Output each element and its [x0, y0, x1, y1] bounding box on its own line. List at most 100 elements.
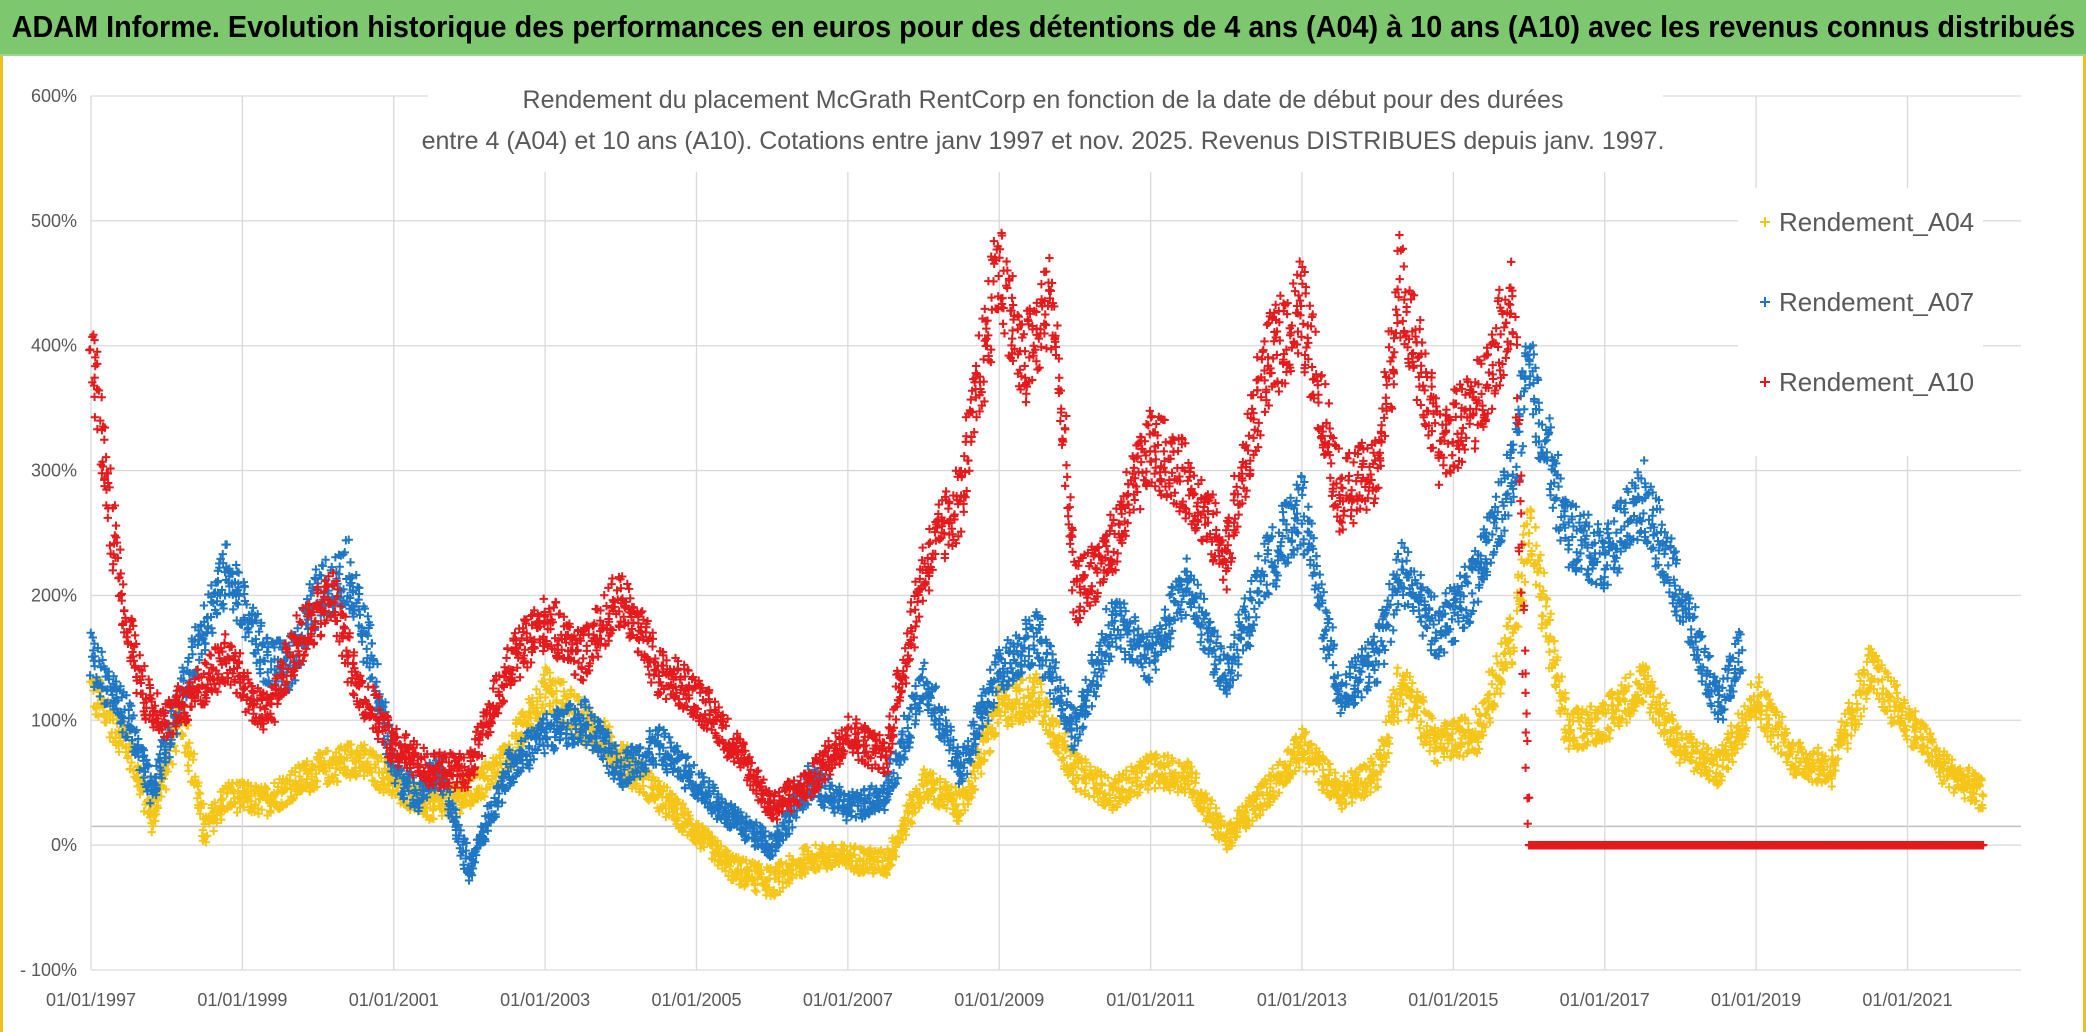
rendement_a04-point: [124, 751, 133, 761]
rendement_a07-point: [362, 644, 371, 654]
rendement_a04-point: [1978, 790, 1987, 799]
rendement_a04-point: [189, 749, 199, 759]
y-axis-ticks: - 100%0%100%200%300%400%500%600%: [20, 86, 77, 980]
y-tick-label: 600%: [31, 86, 77, 106]
rendement_a04-point: [212, 818, 221, 828]
rendement_a04-point: [650, 792, 659, 801]
rendement_a04-point: [218, 794, 227, 803]
rendement_a04-point: [1545, 647, 1554, 657]
rendement_a04-point: [699, 842, 709, 852]
rendement_a04-point: [567, 686, 576, 695]
x-tick-label: 01/01/2007: [803, 990, 893, 1010]
rendement_a04-point: [260, 783, 270, 793]
rendement_a04-point: [379, 773, 388, 783]
rendement_a04-point: [1776, 749, 1786, 758]
rendement_a04-point: [217, 815, 226, 824]
rendement_a04-point: [333, 777, 342, 786]
x-tick-label: 01/01/2001: [349, 990, 439, 1010]
rendement_a04-point: [1487, 680, 1496, 689]
rendement_a04-point: [678, 799, 688, 808]
rendement_a04-point: [480, 792, 489, 801]
rendement_a04-point: [153, 803, 163, 813]
x-axis-ticks: 01/01/1997 01/01/1999 01/01/2001 01/01/2003…: [46, 990, 1953, 1010]
rendement_a04-point: [144, 809, 153, 818]
rendement_a04-point: [1550, 636, 1559, 646]
rendement_a04-point: [355, 757, 364, 766]
rendement_a04-point: [635, 787, 644, 797]
rendement_a04-point: [209, 826, 218, 836]
rendement_a04-point: [1192, 769, 1201, 778]
rendement_a04-point: [632, 779, 641, 788]
rendement_a04-point: [196, 809, 205, 818]
rendement_a04-point: [262, 785, 271, 794]
rendement_a04-point: [168, 760, 177, 769]
rendement_a04-point: [114, 747, 124, 757]
rendement_a04-point: [673, 816, 682, 825]
rendement_a04-point: [429, 814, 438, 824]
rendement_a04-point: [574, 693, 584, 702]
rendement_a04-point: [313, 755, 322, 764]
rendement_a04-point: [1890, 682, 1900, 692]
rendement_a04-point: [1539, 568, 1549, 578]
rendement_a04-point: [351, 770, 360, 779]
rendement_a04-point: [335, 759, 344, 769]
rendement_a04-point: [1339, 772, 1349, 781]
rendement_a07-point: [367, 639, 377, 648]
rendement_a04-point: [670, 805, 680, 814]
rendement_a04-point: [196, 801, 205, 810]
y-tick-label: 0%: [51, 835, 77, 855]
rendement_a04-point: [454, 792, 464, 801]
rendement_a04-point: [422, 811, 432, 820]
rendement_a04-point: [1862, 694, 1871, 703]
y-tick-label: - 100%: [20, 960, 77, 980]
y-tick-label: 400%: [31, 336, 77, 356]
gridlines: [90, 95, 2021, 971]
rendement_a04-point: [287, 794, 296, 804]
rendement_a04-point: [380, 779, 389, 789]
rendement_a04-point: [94, 712, 103, 721]
rendement_a04-point: [1542, 602, 1551, 611]
rendement_a04-point: [552, 686, 561, 696]
rendement_a04-point: [537, 703, 547, 712]
rendement_a04-point: [266, 808, 275, 817]
rendement_a04-point: [163, 767, 173, 776]
rendement_a07-point: [357, 637, 367, 646]
rendement_a04-point: [605, 722, 614, 731]
rendement_a04-point: [251, 800, 260, 809]
rendement_a04-point: [1309, 767, 1319, 776]
rendement_a07-point: [222, 540, 231, 549]
rendement_a04-point: [205, 819, 214, 828]
rendement_a04-point: [545, 699, 555, 708]
x-tick-label: 01/01/1997: [46, 990, 136, 1010]
rendement_a04-point: [954, 816, 963, 826]
rendement_a04-point: [202, 831, 212, 840]
rendement_a07-point: [367, 673, 377, 682]
rendement_a04-point: [678, 809, 687, 819]
rendement_a04-point: [322, 746, 331, 756]
rendement_a04-point: [161, 785, 171, 794]
rendement_a04-point: [440, 806, 449, 816]
rendement_a04-point: [330, 770, 340, 780]
rendement_a04-point: [108, 711, 117, 720]
rendement_a04-point: [662, 783, 672, 792]
rendement_a04-point: [198, 836, 208, 845]
rendement_a04-point: [1492, 652, 1501, 661]
rendement_a04-point: [1756, 714, 1765, 724]
rendement_a04-point: [1532, 541, 1541, 550]
rendement_a04-point: [528, 693, 537, 703]
rendement_a04-point: [232, 808, 242, 817]
rendement_a04-point: [1415, 723, 1424, 733]
rendement_a04-point: [302, 757, 312, 766]
rendement_a04-point: [157, 792, 166, 801]
rendement_a04-point: [257, 805, 266, 814]
rendement_a04-point: [291, 779, 300, 788]
y-tick-label: 100%: [31, 710, 77, 730]
rendement_a04-point: [230, 797, 239, 807]
rendement_a04-point: [195, 789, 205, 798]
rendement_a04-point: [1661, 698, 1671, 708]
rendement_a04-point: [217, 796, 226, 805]
rendement_a04-point: [422, 803, 431, 812]
rendement_a04-point: [539, 678, 549, 688]
rendement_a04-point: [1722, 763, 1732, 773]
rendement_a04-point: [127, 758, 136, 767]
